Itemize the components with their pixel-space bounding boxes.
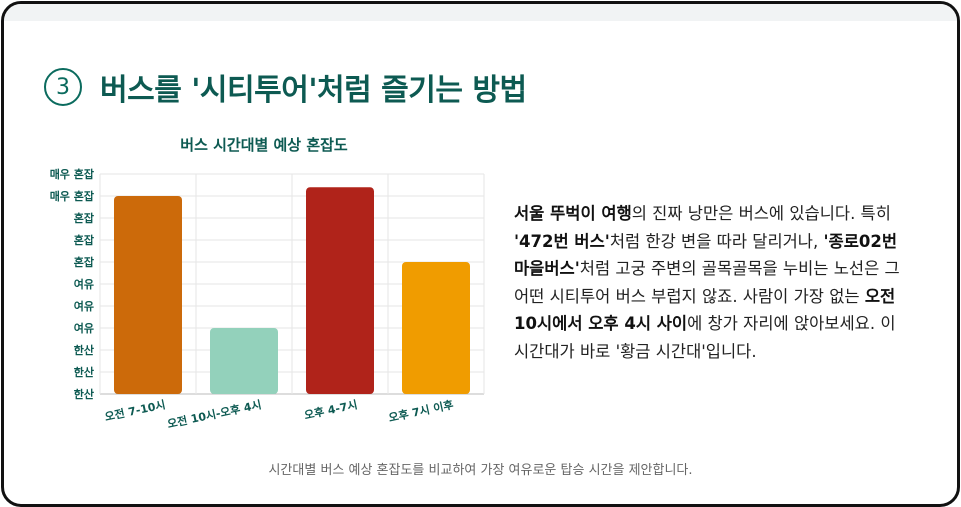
y-tick-label: 여유 — [74, 277, 94, 291]
bar — [114, 196, 182, 394]
y-tick-label: 혼잡 — [74, 211, 94, 225]
highlight-text: '종로02번 마을버스' — [514, 231, 898, 279]
body-text: 처럼 고궁 주변의 골목골목을 누비는 노선은 그 어떤 시티투어 버스 부럽지… — [514, 259, 900, 306]
section-heading: 3 버스를 '시티투어'처럼 즐기는 방법 — [44, 62, 527, 112]
y-tick-label: 혼잡 — [74, 233, 94, 247]
y-tick-label: 매우 혼잡 — [50, 189, 94, 203]
y-tick-label: 혼잡 — [74, 255, 94, 269]
description-paragraph: 서울 뚜벅이 여행의 진짜 낭만은 버스에 있습니다. 특히 '472번 버스'… — [514, 200, 924, 365]
chart-bars — [114, 187, 470, 394]
x-tick-label: 오전 7-10시 — [103, 397, 166, 424]
x-tick-label: 오후 4-7시 — [303, 397, 359, 422]
highlight-text: 서울 뚜벅이 여행 — [514, 204, 632, 223]
body-text: 처럼 한강 변을 따라 달리거나, — [609, 231, 824, 251]
bar — [210, 328, 278, 394]
bar — [306, 187, 374, 394]
body-text: 의 진짜 낭만은 버스에 있습니다. 특히 — [631, 204, 891, 223]
section-title: 버스를 '시티투어'처럼 즐기는 방법 — [100, 73, 527, 108]
bar — [402, 262, 470, 394]
highlight-text: '472번 버스' — [514, 231, 610, 251]
top-band — [4, 4, 957, 21]
body-text: 에 창가 자리에 앉아보세요. 이 시간대가 바로 '황금 시간대'입니다. — [514, 314, 896, 361]
y-tick-label: 매우 혼잡 — [50, 167, 94, 181]
y-tick-label: 여유 — [74, 299, 94, 313]
step-number-badge: 3 — [44, 68, 82, 106]
y-tick-label: 한산 — [74, 343, 94, 357]
x-tick-label: 오후 7시 이후 — [387, 397, 454, 424]
y-tick-label: 한산 — [74, 387, 94, 401]
y-tick-label: 한산 — [74, 365, 94, 379]
chart-caption: 시간대별 버스 예상 혼잡도를 비교하여 가장 여유로운 탑승 시간을 제안합니… — [268, 463, 693, 478]
x-axis-ticks: 오전 7-10시 오전 10시-오후 4시 오후 4-7시 오후 7시 이후 — [103, 397, 454, 431]
highlight-text: 오전 10시에서 오후 4시 사이 — [514, 286, 896, 334]
y-tick-label: 여유 — [74, 321, 94, 335]
x-tick-label: 오전 10시-오후 4시 — [166, 397, 263, 431]
step-number: 3 — [56, 74, 70, 100]
chart-title: 버스 시간대별 예상 혼잡도 — [180, 136, 348, 154]
